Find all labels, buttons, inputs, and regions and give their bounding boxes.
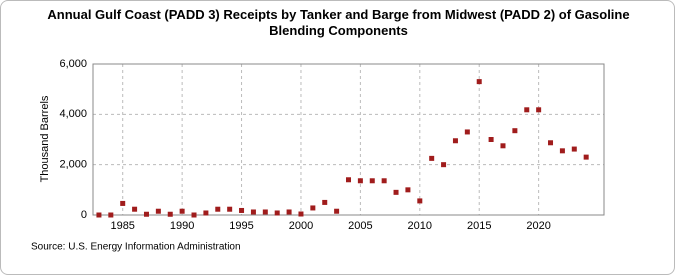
- x-tick-label: 2000: [289, 220, 313, 232]
- y-tick-label: 4,000: [59, 108, 87, 120]
- point: [464, 129, 470, 135]
- point: [167, 211, 173, 217]
- point: [143, 211, 149, 217]
- point: [239, 207, 245, 213]
- point: [381, 178, 387, 184]
- y-tick-label: 2,000: [59, 159, 87, 171]
- point: [108, 212, 114, 218]
- x-tick-label: 2020: [526, 220, 550, 232]
- point: [524, 107, 530, 113]
- point: [417, 198, 423, 204]
- point: [286, 209, 292, 215]
- point: [571, 146, 577, 152]
- point: [405, 187, 411, 193]
- point: [203, 210, 209, 216]
- point: [310, 205, 316, 211]
- point: [488, 137, 494, 142]
- point: [179, 208, 185, 214]
- point: [548, 140, 554, 146]
- point: [334, 208, 340, 214]
- y-tick-label: 0: [81, 209, 87, 221]
- point: [500, 143, 506, 149]
- y-tick-label: 6,000: [59, 58, 87, 70]
- point: [441, 162, 447, 168]
- point: [476, 79, 482, 85]
- y-axis-label: Thousand Barrels: [39, 95, 51, 182]
- point: [393, 189, 399, 195]
- chart-title: Annual Gulf Coast (PADD 3) Receipts by T…: [47, 7, 630, 38]
- x-tick-label: 1995: [229, 220, 253, 232]
- point: [583, 154, 589, 160]
- point: [274, 210, 280, 216]
- point: [369, 178, 375, 184]
- point: [96, 212, 102, 218]
- point: [512, 128, 518, 134]
- point: [191, 212, 197, 218]
- point: [262, 209, 268, 215]
- x-tick-label: 1985: [110, 220, 134, 232]
- point: [227, 206, 233, 212]
- point: [559, 148, 565, 154]
- point: [250, 209, 256, 215]
- point: [120, 200, 126, 206]
- x-tick-label: 1990: [170, 220, 194, 232]
- point: [452, 138, 458, 144]
- point: [132, 206, 138, 212]
- point: [298, 211, 304, 217]
- point: [155, 208, 161, 214]
- x-tick-label: 2005: [348, 220, 372, 232]
- point: [357, 178, 363, 184]
- point: [346, 177, 351, 183]
- x-tick-label: 2010: [408, 220, 432, 232]
- point: [536, 107, 542, 113]
- source-note: Source: U.S. Energy Information Administ…: [31, 242, 241, 253]
- point: [322, 199, 328, 205]
- x-tick-label: 2015: [467, 220, 491, 232]
- point: [429, 155, 435, 161]
- plot-frame: [92, 63, 605, 216]
- point: [215, 206, 221, 212]
